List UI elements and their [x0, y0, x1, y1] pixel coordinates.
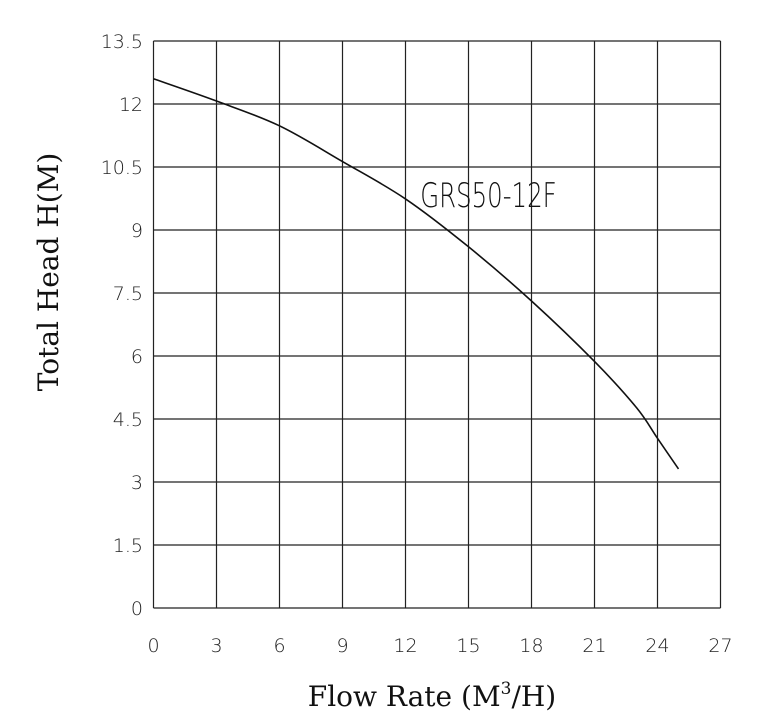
x-tick-label: 27 [708, 635, 732, 657]
x-tick-label: 6 [273, 635, 285, 657]
x-tick-label: 0 [147, 635, 159, 657]
y-tick-label: 0 [131, 598, 143, 620]
y-tick-label: 3 [131, 472, 143, 494]
y-tick-label: 6 [131, 346, 143, 368]
x-tick-label: 9 [336, 635, 348, 657]
x-axis-label: Flow Rate (M3/H) [308, 679, 556, 713]
x-tick-label: 18 [519, 635, 543, 657]
y-tick-label: 13.5 [101, 31, 143, 53]
y-tick-label: 9 [131, 220, 143, 242]
model-annotation: GRS50-12F [420, 176, 557, 216]
x-tick-label: 12 [393, 635, 417, 657]
x-tick-labels: 0 3 6 9 12 15 18 21 24 27 [147, 635, 732, 657]
y-tick-label: 4.5 [113, 409, 143, 431]
y-tick-label: 1.5 [113, 535, 143, 557]
y-tick-label: 7.5 [113, 283, 143, 305]
series-line [153, 78, 680, 470]
x-tick-label: 21 [582, 635, 606, 657]
x-tick-label: 24 [645, 635, 669, 657]
y-tick-label: 10.5 [101, 157, 143, 179]
y-tick-label: 12 [119, 94, 143, 116]
x-tick-label: 15 [456, 635, 480, 657]
y-tick-labels: 0 1.5 3 4.5 6 7.5 9 10.5 12 13.5 [101, 31, 143, 620]
grid [152, 40, 722, 609]
x-tick-label: 3 [210, 635, 222, 657]
y-axis-label: Total Head H(M) [32, 153, 65, 392]
